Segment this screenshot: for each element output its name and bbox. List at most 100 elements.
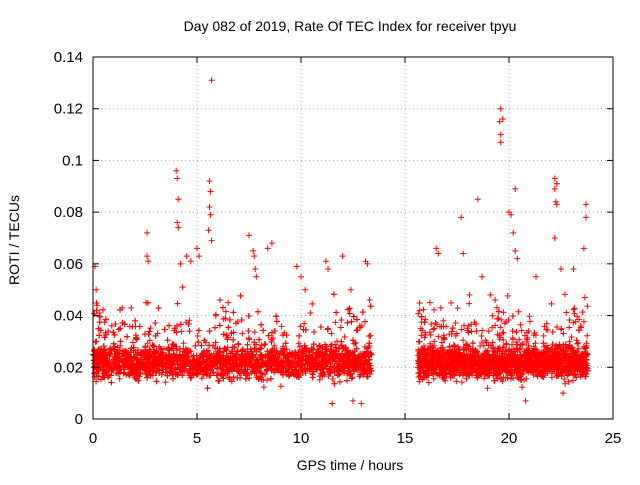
data-point xyxy=(571,305,577,311)
data-point xyxy=(430,326,436,332)
data-point xyxy=(166,323,172,329)
data-point xyxy=(209,238,215,244)
data-point xyxy=(208,212,214,218)
data-point xyxy=(563,310,569,316)
data-point xyxy=(152,320,158,326)
data-point xyxy=(440,318,446,324)
data-point xyxy=(223,309,229,315)
data-point xyxy=(340,253,346,259)
data-point xyxy=(213,313,219,319)
data-point xyxy=(495,315,501,321)
data-point xyxy=(225,300,231,306)
data-point xyxy=(433,320,439,326)
data-point xyxy=(570,378,576,384)
data-point xyxy=(199,343,205,349)
data-point xyxy=(527,313,533,319)
data-point xyxy=(194,245,200,251)
data-point xyxy=(268,376,274,382)
data-point xyxy=(351,314,357,320)
data-point xyxy=(150,343,156,349)
data-point xyxy=(309,301,315,307)
data-point xyxy=(178,321,184,327)
data-point xyxy=(220,305,226,311)
data-point xyxy=(279,323,285,329)
data-point xyxy=(278,383,284,389)
data-point xyxy=(421,307,427,313)
data-point xyxy=(348,287,354,293)
data-point xyxy=(127,323,133,329)
data-point xyxy=(435,334,441,340)
data-point xyxy=(571,307,577,313)
data-point xyxy=(325,266,331,272)
data-point xyxy=(562,291,568,297)
data-point xyxy=(416,338,422,344)
data-point xyxy=(258,345,264,351)
data-point xyxy=(354,327,360,333)
data-point xyxy=(438,305,444,311)
data-point xyxy=(354,317,360,323)
data-point xyxy=(239,347,245,353)
data-point xyxy=(261,384,267,390)
data-point xyxy=(323,258,329,264)
data-point xyxy=(213,340,219,346)
data-point xyxy=(175,196,181,202)
data-point xyxy=(431,325,437,331)
data-point xyxy=(368,303,374,309)
data-point xyxy=(360,309,366,315)
data-point xyxy=(348,319,354,325)
data-point xyxy=(97,314,103,320)
data-point xyxy=(318,324,324,330)
data-point xyxy=(221,331,227,337)
data-point xyxy=(338,317,344,323)
data-point xyxy=(461,323,467,329)
data-point xyxy=(199,375,205,381)
data-point xyxy=(519,384,525,390)
data-point xyxy=(117,338,123,344)
data-point xyxy=(302,287,308,293)
data-point xyxy=(426,379,432,385)
data-point xyxy=(353,340,359,346)
data-point xyxy=(265,245,271,251)
data-point xyxy=(196,327,202,333)
data-point xyxy=(184,253,190,259)
data-point xyxy=(492,297,498,303)
data-point xyxy=(469,328,475,334)
data-point xyxy=(561,376,567,382)
data-point xyxy=(108,379,114,385)
data-point xyxy=(117,325,123,331)
data-point xyxy=(128,305,134,311)
data-point xyxy=(329,341,335,347)
data-point xyxy=(333,310,339,316)
data-point xyxy=(574,341,580,347)
data-point xyxy=(350,398,356,404)
data-point xyxy=(188,258,194,264)
data-point xyxy=(490,313,496,319)
data-point xyxy=(428,321,434,327)
data-point xyxy=(347,311,353,317)
data-point xyxy=(235,341,241,347)
data-point xyxy=(173,168,179,174)
data-point xyxy=(580,309,586,315)
data-point xyxy=(252,266,258,272)
data-point xyxy=(116,326,122,332)
data-point xyxy=(301,321,307,327)
data-point xyxy=(500,329,506,335)
data-point xyxy=(332,319,338,325)
data-point xyxy=(246,232,252,238)
data-point xyxy=(338,325,344,331)
data-point xyxy=(175,301,181,307)
data-point xyxy=(195,333,201,339)
data-point xyxy=(328,330,334,336)
data-point xyxy=(515,309,521,315)
data-point xyxy=(258,322,264,328)
data-point xyxy=(417,307,423,313)
data-point xyxy=(174,219,180,225)
data-point xyxy=(174,176,180,182)
data-point xyxy=(207,328,213,334)
data-point xyxy=(145,258,151,264)
data-point xyxy=(133,335,139,341)
data-point xyxy=(246,313,252,319)
data-point xyxy=(497,324,503,330)
data-point xyxy=(274,318,280,324)
